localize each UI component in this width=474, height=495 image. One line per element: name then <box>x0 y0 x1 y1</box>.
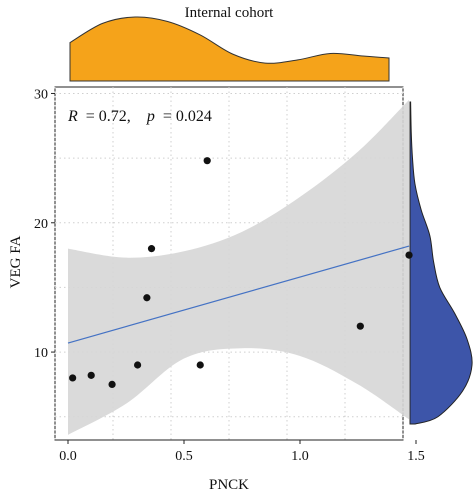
data-point <box>147 245 156 253</box>
data-point <box>69 374 77 382</box>
r-value: = 0.72, <box>86 108 131 125</box>
y-axis-ticks: 10 20 30 <box>34 87 55 361</box>
data-points <box>69 157 413 388</box>
right-density-area <box>409 101 473 425</box>
x-axis-ticks: 0.0 0.5 1.0 1.5 <box>59 440 425 464</box>
data-point <box>108 380 116 388</box>
r-label: R <box>67 108 78 125</box>
y-axis-label: VEG FA <box>8 236 24 289</box>
top-density-area <box>69 16 390 82</box>
y-tick-label: 10 <box>34 346 48 361</box>
data-point <box>196 361 204 369</box>
chart-title: Internal cohort <box>185 5 275 21</box>
data-point <box>134 361 142 369</box>
x-tick-label: 1.5 <box>407 449 425 464</box>
confidence-band-area <box>68 99 410 435</box>
x-tick-label: 1.0 <box>291 449 309 464</box>
top-density-plot <box>69 16 390 82</box>
data-point <box>203 157 211 165</box>
regression-line-segment <box>67 245 410 344</box>
y-tick-label: 30 <box>34 87 48 102</box>
data-point <box>87 371 95 379</box>
data-point <box>356 322 364 330</box>
x-tick-label: 0.0 <box>59 449 77 464</box>
x-axis-label: PNCK <box>209 477 249 493</box>
y-tick-label: 20 <box>34 217 48 232</box>
data-point <box>143 294 151 302</box>
x-tick-label: 0.5 <box>175 449 193 464</box>
right-density-plot <box>409 101 473 425</box>
confidence-band <box>68 99 410 435</box>
p-label: p <box>146 108 155 125</box>
p-value: = 0.024 <box>163 108 212 125</box>
correlation-annotation: R = 0.72, p = 0.024 <box>67 108 212 125</box>
regression-line <box>67 245 410 344</box>
data-point <box>405 251 413 259</box>
